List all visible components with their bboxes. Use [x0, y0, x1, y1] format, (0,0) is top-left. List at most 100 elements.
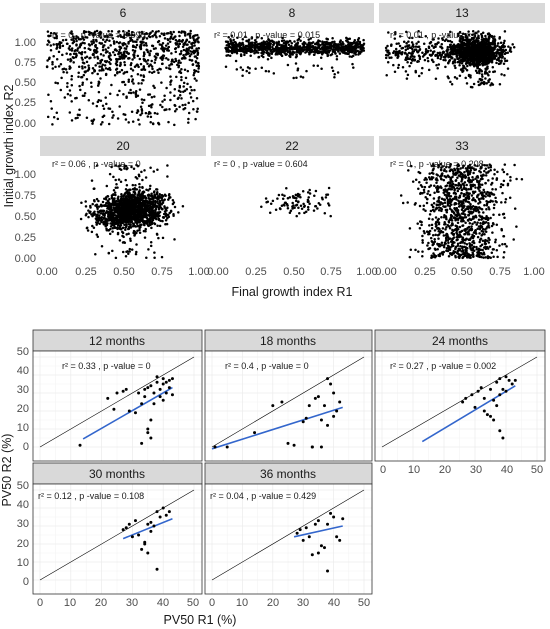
- data-point-6: [76, 113, 80, 116]
- data-point-13: [384, 56, 388, 60]
- data-point-6: [98, 69, 101, 72]
- data-point-6: [162, 50, 166, 53]
- data-point-13: [411, 43, 415, 46]
- data-point-6: [178, 93, 182, 97]
- data-point-8: [336, 71, 340, 74]
- data-point-13: [480, 78, 484, 82]
- data-point-6: [194, 55, 197, 58]
- data-point-20: [85, 226, 89, 230]
- data-point-13: [507, 45, 510, 48]
- data-point-13: [413, 55, 416, 59]
- data-point-13: [438, 53, 442, 57]
- data-point-6: [111, 110, 114, 113]
- data-point-20: [156, 191, 159, 194]
- data-point-6: [46, 43, 49, 46]
- data-point-13: [496, 48, 499, 51]
- data-point-8: [253, 44, 256, 48]
- data-point-6: [134, 91, 138, 95]
- data-point-20: [133, 194, 136, 197]
- data-point-22: [294, 199, 298, 203]
- data-point-20: [112, 175, 115, 179]
- data-point-8: [275, 42, 279, 45]
- data-point-6: [189, 96, 193, 99]
- data-point-13: [500, 44, 504, 48]
- data-point-8: [281, 44, 284, 47]
- data-point-8: [259, 46, 263, 50]
- data-point-6: [101, 38, 105, 41]
- data-point-13: [467, 51, 470, 54]
- data-point-13: [448, 43, 452, 47]
- data-point-20: [113, 191, 117, 194]
- data-point-6: [138, 123, 141, 126]
- data-point-6: [186, 69, 190, 73]
- data-point-6: [122, 93, 125, 96]
- data-point-20: [124, 212, 128, 216]
- data-point-8: [227, 42, 230, 46]
- data-point-13: [404, 70, 408, 73]
- data-point-13: [444, 65, 447, 69]
- data-point-13: [509, 50, 513, 53]
- data-point-6: [177, 64, 181, 67]
- data-point-6: [144, 111, 148, 115]
- data-point-22: [325, 193, 328, 197]
- data-point-6: [138, 57, 142, 61]
- data-point-13: [407, 51, 411, 55]
- p-label-8: , p -value =: [248, 30, 298, 40]
- data-point-8: [271, 40, 275, 44]
- data-point-6: [100, 65, 103, 68]
- data-point-6: [197, 64, 200, 68]
- data-point-6: [125, 70, 129, 74]
- data-point-13: [464, 76, 467, 80]
- panel-22: 22 r² = 0 , p -value = 0.604: [211, 136, 374, 218]
- data-point-6: [95, 29, 99, 33]
- data-point-8: [233, 43, 236, 47]
- data-point-6: [108, 39, 111, 43]
- data-point-8: [295, 47, 299, 51]
- data-point-6: [154, 34, 157, 37]
- data-point-22: [288, 211, 292, 215]
- data-point-22: [329, 214, 332, 218]
- data-point-6: [85, 55, 89, 58]
- data-point-8: [337, 45, 340, 48]
- data-point-6: [151, 122, 155, 126]
- data-point-20: [158, 203, 161, 207]
- data-point-6: [139, 113, 142, 117]
- data-point-8: [326, 54, 329, 58]
- data-point-13: [440, 45, 443, 49]
- data-point-8: [271, 50, 275, 54]
- data-point-6: [148, 53, 151, 57]
- data-point-6: [123, 63, 127, 67]
- data-point-33: [428, 172, 431, 175]
- data-point-6: [142, 51, 146, 54]
- data-point-6: [84, 35, 87, 39]
- data-point-20: [144, 229, 147, 233]
- data-point-20: [90, 179, 94, 182]
- data-point-20: [147, 214, 150, 217]
- data-point-22: [306, 205, 310, 209]
- data-point-13: [480, 70, 484, 73]
- data-point-20: [164, 214, 168, 218]
- data-point-13: [503, 52, 507, 56]
- data-point-13: [427, 45, 431, 49]
- data-point-6: [177, 59, 181, 62]
- data-point-6: [141, 78, 144, 82]
- data-point-6: [65, 52, 68, 55]
- data-point-8: [348, 55, 352, 58]
- data-point-6: [129, 67, 133, 71]
- data-point-6: [167, 120, 170, 124]
- data-point-20: [156, 200, 159, 203]
- data-point-8: [326, 38, 330, 41]
- data-point-20: [97, 199, 100, 203]
- data-point-8: [242, 46, 245, 50]
- data-point-8: [299, 75, 303, 78]
- data-point-8: [235, 45, 238, 49]
- data-point-8: [352, 66, 355, 69]
- data-point-6: [180, 67, 183, 71]
- data-point-13: [496, 51, 499, 54]
- data-point-20: [125, 197, 129, 200]
- data-point-8: [245, 69, 248, 73]
- data-point-20: [107, 229, 110, 232]
- data-point-6: [98, 65, 101, 68]
- data-point-6: [104, 96, 107, 99]
- data-point-8: [358, 50, 361, 53]
